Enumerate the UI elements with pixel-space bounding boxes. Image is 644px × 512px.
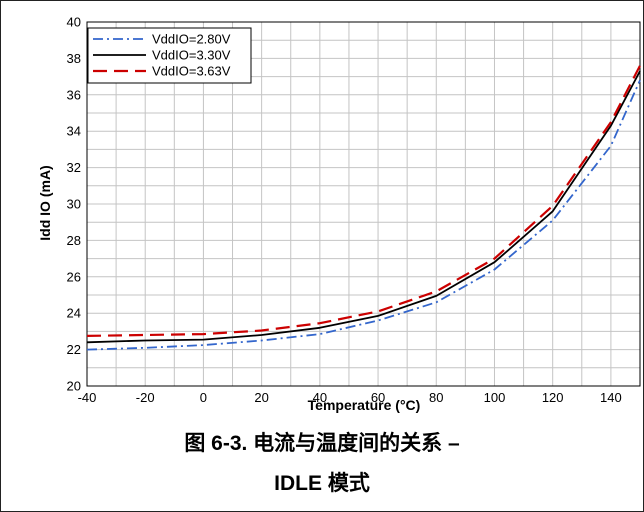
y-axis-label: Idd IO (mA) [37,165,53,240]
x-tick-label: 40 [313,390,327,405]
figure-caption-line-2: IDLE 模式 [274,472,370,495]
plot-area [86,21,641,387]
y-tick-label: 40 [67,15,81,30]
x-axis-label: Temperature (°C) [308,397,421,413]
x-tick-label: 80 [429,390,443,405]
figure-caption-line-1: 图 6-3. 电流与温度间的关系 – [184,432,460,455]
legend-label-3: VddIO=3.63V [152,64,231,79]
grid [86,21,641,387]
legend-label-2: VddIO=3.30V [152,48,231,63]
axes: -40 -20 0 20 40 60 80 100 120 140 20 22 24 26 28 30 32 34… [67,15,641,405]
legend-label-1: VddIO=2.80V [152,32,231,47]
series-line-2 [86,70,641,344]
x-tick-label: 120 [542,390,564,405]
series-line-1 [86,79,641,351]
y-tick-label: 36 [67,87,81,102]
y-tick-label: 28 [67,233,81,248]
x-tick-label: 60 [371,390,385,405]
y-tick-label: 22 [67,342,81,357]
series-line-3 [86,65,641,337]
x-tick-label: 20 [254,390,268,405]
x-tick-label: -20 [136,390,155,405]
series-layer [86,65,641,351]
y-tick-label: 24 [67,306,81,321]
y-tick-label: 20 [67,379,81,394]
x-tick-label: 0 [200,390,207,405]
y-tick-label: 34 [67,124,81,139]
y-tick-label: 32 [67,160,81,175]
x-tick-label: 100 [484,390,506,405]
x-tick-label: -40 [78,390,97,405]
chart: -40 -20 0 20 40 60 80 100 120 140 20 22 24 26 28 30 32 34… [37,15,641,413]
y-tick-label: 38 [67,51,81,66]
y-tick-label: 26 [67,269,81,284]
x-tick-label: 140 [600,390,622,405]
y-tick-label: 30 [67,197,81,212]
